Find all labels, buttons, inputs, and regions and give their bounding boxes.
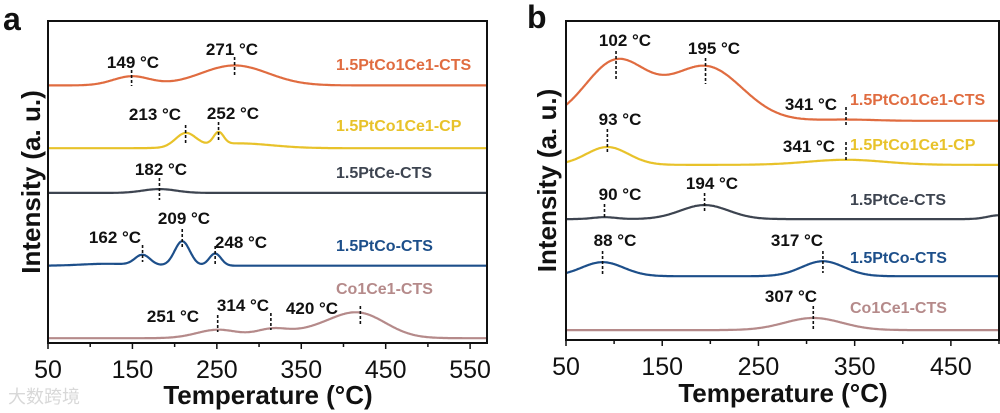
peak-label: 213 °C: [129, 105, 181, 124]
peak-label: 317 °C: [771, 231, 823, 250]
series-line-1.5PtCe-CTS: [566, 204, 999, 221]
x-tick-label: 150: [641, 353, 683, 381]
peak-label: 341 °C: [785, 95, 837, 114]
peak-label: 102 °C: [599, 31, 651, 50]
series-line-1.5PtCo1Ce1-CP: [565, 145, 999, 166]
peak-label: 194 °C: [686, 174, 738, 193]
series-label: Co1Ce1-CTS: [850, 300, 947, 317]
series-line-1.5PtCo-CTS: [565, 260, 999, 278]
series-label: 1.5PtCo1Ce1-CP: [850, 137, 976, 154]
panel-label-a: a: [3, 1, 21, 37]
peak-label: 307 °C: [765, 287, 817, 306]
panel-label-b: b: [527, 0, 547, 35]
x-tick-label: 250: [738, 353, 780, 381]
series-line-1.5PtCo1Ce1-CTS: [565, 57, 999, 122]
plot-frame: [47, 20, 488, 344]
series-label: 1.5PtCo-CTS: [850, 250, 947, 267]
peak-label: 248 °C: [215, 233, 267, 252]
series-label: 1.5PtCo1Ce1-CP: [336, 118, 462, 135]
peak-label: 195 °C: [688, 39, 740, 58]
x-tick-label: 550: [449, 356, 491, 384]
series-line-Co1Ce1-CTS: [566, 316, 999, 332]
series-label: 1.5PtCe-CTS: [336, 165, 432, 182]
peak-label: 271 °C: [206, 40, 258, 59]
panel-a: 1.5PtCo1Ce1-CTS 149 °C 271 °C 1.5PtCo1Ce1-C…: [16, 20, 491, 410]
series-label: Co1Ce1-CTS: [336, 281, 433, 298]
x-tick-label: 350: [834, 353, 876, 381]
plot-frame: [565, 20, 1000, 341]
peak-label: 209 °C: [158, 209, 210, 228]
x-tick-label: 250: [196, 356, 238, 384]
peak-label: 314 °C: [217, 296, 269, 315]
peak-label: 90 °C: [599, 185, 642, 204]
peak-label: 88 °C: [594, 231, 637, 250]
peak-label: 252 °C: [207, 104, 259, 123]
peak-label: 149 °C: [107, 53, 159, 72]
x-tick-label: 450: [365, 356, 407, 384]
y-axis-label: Intensity (a. u.): [16, 90, 46, 273]
peak-label: 162 °C: [89, 228, 141, 247]
y-axis-label: Intensity (a. u.): [532, 89, 562, 272]
peak-label: 420 °C: [286, 299, 338, 318]
series-label: 1.5PtCo1Ce1-CTS: [850, 92, 985, 109]
peak-label: 182 °C: [135, 160, 187, 179]
peak-label: 341 °C: [783, 137, 835, 156]
x-tick-label: 350: [280, 356, 322, 384]
peak-label: 93 °C: [599, 110, 642, 129]
x-tick-label: 150: [112, 356, 154, 384]
series-label: 1.5PtCe-CTS: [850, 192, 946, 209]
panel-b: 1.5PtCo1Ce1-CTS 102 °C 195 °C 341 °C 1.5PtCo…: [532, 20, 1000, 408]
series-label: 1.5PtCo-CTS: [336, 238, 433, 255]
x-tick-label: 450: [930, 353, 972, 381]
x-tick-label: 50: [552, 353, 580, 381]
x-axis-label: Temperature (°C): [678, 378, 887, 408]
series-line-1.5PtCo-CTS: [48, 240, 487, 267]
peak-label: 251 °C: [147, 307, 199, 326]
series-line-1.5PtCo1Ce1-CP: [48, 130, 487, 150]
watermark: 大数跨境: [8, 387, 80, 407]
series-line-1.5PtCe-CTS: [48, 188, 487, 194]
series-label: 1.5PtCo1Ce1-CTS: [336, 57, 471, 74]
series-line-1.5PtCo1Ce1-CTS: [48, 64, 487, 87]
x-tick-label: 50: [34, 356, 62, 384]
x-axis-label: Temperature (°C): [163, 380, 372, 410]
series-line-Co1Ce1-CTS: [48, 311, 487, 340]
